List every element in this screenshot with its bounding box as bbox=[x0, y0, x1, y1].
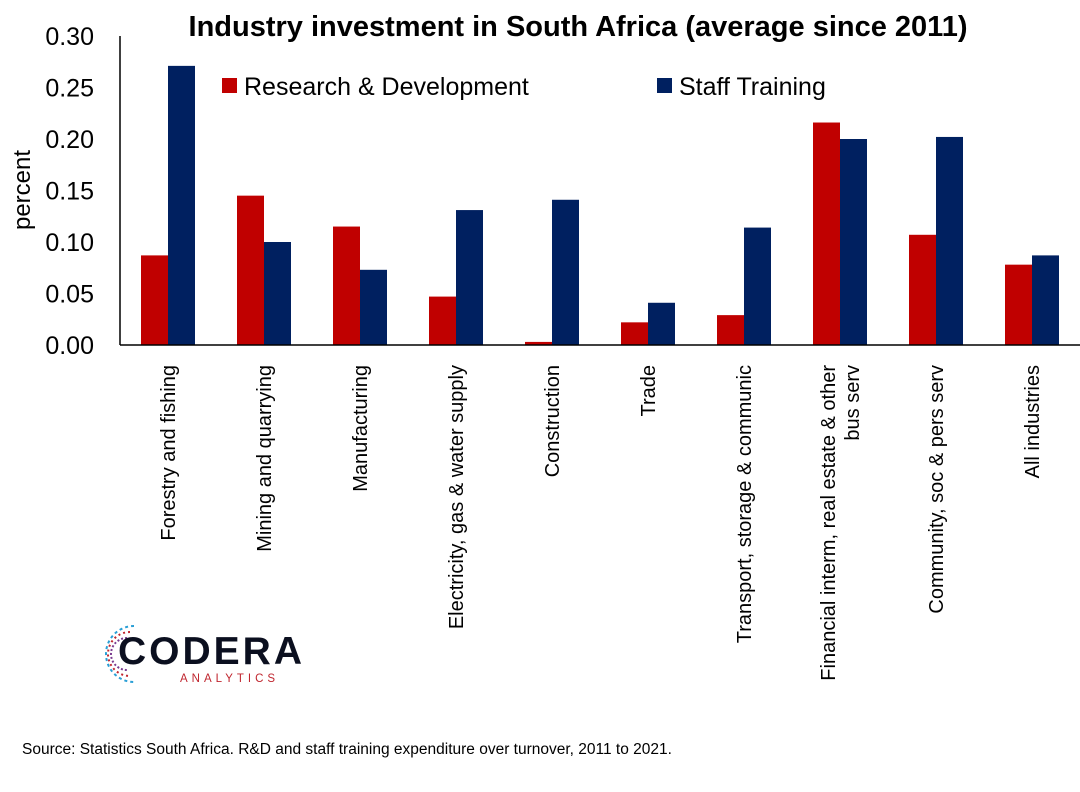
x-tick-label-line: bus serv bbox=[842, 365, 864, 441]
x-tick-label-line: Transport, storage & communic bbox=[734, 365, 756, 643]
x-tick-label: Transport, storage & communic bbox=[734, 365, 756, 643]
x-tick-label-line: Electricity, gas & water supply bbox=[446, 365, 468, 629]
bar-rd bbox=[237, 195, 264, 345]
logo-mark-icon bbox=[105, 625, 135, 683]
legend-swatch bbox=[222, 78, 237, 93]
legend: Research & Development Staff Training bbox=[222, 73, 826, 101]
x-tick-label-line: All industries bbox=[1022, 365, 1044, 478]
x-axis: Forestry and fishing Mining and quarrying… bbox=[120, 344, 1080, 681]
x-tick-label-line: Financial interm, real estate & other bbox=[818, 365, 840, 681]
x-tick-label-line: Mining and quarrying bbox=[254, 365, 276, 552]
chart-title: Industry investment in South Africa (ave… bbox=[189, 11, 968, 43]
legend-label: Research & Development bbox=[244, 73, 529, 101]
legend-label: Staff Training bbox=[679, 73, 826, 101]
x-tick-label: Electricity, gas & water supply bbox=[446, 365, 468, 629]
y-tick-label: 0.15 bbox=[45, 178, 94, 206]
y-axis: 0.00 0.05 0.10 0.15 0.20 0.25 0.30 bbox=[45, 23, 121, 360]
bar-rd bbox=[141, 255, 168, 345]
bar-staff-training bbox=[936, 136, 963, 345]
bar-rd bbox=[429, 296, 456, 345]
x-tick-label: Community, soc & pers serv bbox=[926, 365, 948, 614]
x-tick-label: Financial interm, real estate & other bus… bbox=[818, 365, 864, 681]
bar-staff-training bbox=[1032, 255, 1059, 345]
x-tick-label: All industries bbox=[1022, 365, 1044, 478]
legend-swatch bbox=[657, 78, 672, 93]
bar-rd bbox=[717, 315, 744, 345]
bar-staff-training bbox=[456, 210, 483, 345]
x-tick-label-line: Manufacturing bbox=[350, 365, 372, 492]
logo-subtitle: ANALYTICS bbox=[180, 673, 280, 685]
logo-wordmark: CODERA bbox=[118, 630, 306, 673]
bar-staff-training bbox=[744, 227, 771, 345]
bar-rd bbox=[525, 341, 552, 345]
x-tick-label-line: Trade bbox=[638, 365, 660, 417]
codera-logo: CODERA ANALYTICS bbox=[100, 620, 305, 688]
y-tick-label: 0.25 bbox=[45, 75, 94, 103]
x-tick-label: Construction bbox=[542, 365, 564, 477]
x-tick-label: Forestry and fishing bbox=[158, 365, 180, 541]
x-tick-label: Mining and quarrying bbox=[254, 365, 276, 552]
y-tick-label: 0.10 bbox=[45, 229, 94, 257]
source-note: Source: Statistics South Africa. R&D and… bbox=[22, 741, 672, 758]
bars bbox=[141, 65, 1059, 346]
x-tick-label: Manufacturing bbox=[350, 365, 372, 492]
y-tick-label: 0.05 bbox=[45, 281, 94, 309]
bar-rd bbox=[909, 234, 936, 345]
bar-staff-training bbox=[552, 199, 579, 345]
bar-staff-training bbox=[264, 242, 291, 345]
y-axis-label: percent bbox=[9, 150, 36, 230]
x-tick-label-line: Community, soc & pers serv bbox=[926, 365, 948, 614]
bar-staff-training bbox=[360, 269, 387, 345]
bar-rd bbox=[1005, 264, 1032, 345]
bar-staff-training bbox=[648, 302, 675, 345]
x-tick-label-line: Construction bbox=[542, 365, 564, 477]
bar-staff-training bbox=[168, 65, 195, 346]
y-tick-label: 0.20 bbox=[45, 126, 94, 154]
bar-rd bbox=[621, 322, 648, 345]
x-tick-label: Trade bbox=[638, 365, 660, 417]
bar-staff-training bbox=[840, 139, 867, 345]
x-tick-label-line: Forestry and fishing bbox=[158, 365, 180, 541]
bar-rd bbox=[813, 122, 840, 346]
y-tick-label: 0.30 bbox=[45, 23, 94, 51]
y-tick-label: 0.00 bbox=[45, 332, 94, 360]
bar-rd bbox=[333, 226, 360, 345]
